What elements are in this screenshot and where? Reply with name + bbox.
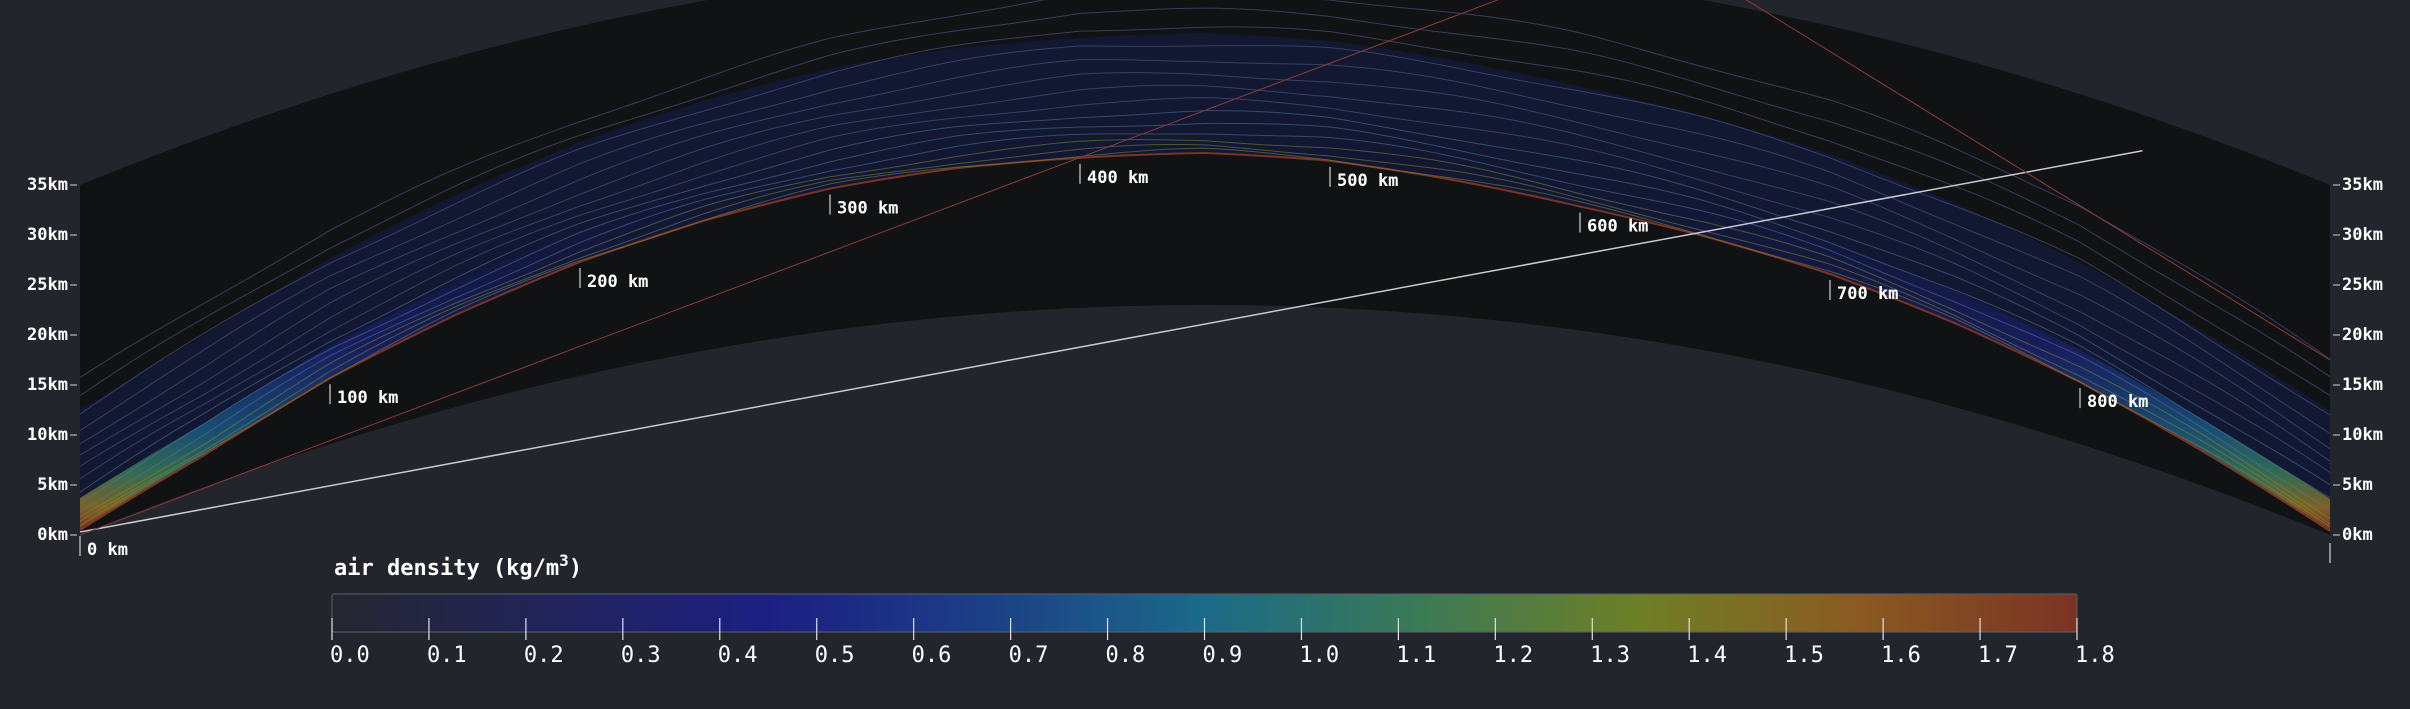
y-tick-label-right: 20km xyxy=(2342,325,2383,345)
colorbar-tick-label: 1.0 xyxy=(1299,643,1339,668)
density-contour xyxy=(79,72,2331,456)
density-contour xyxy=(79,97,2331,480)
colorbar-tick-label: 1.2 xyxy=(1493,643,1533,668)
y-tick-label-left: 35km xyxy=(27,175,68,195)
density-contour xyxy=(79,133,2331,513)
distance-tick-label: 400 km xyxy=(1087,168,1148,188)
cross-section-panel xyxy=(79,0,2331,535)
density-contour xyxy=(79,59,2331,445)
y-tick-label-left: 10km xyxy=(27,425,68,445)
y-tick-label-right: 25km xyxy=(2342,275,2383,295)
y-axis-right: 0km 5km 10km 15km 20km 25km 30km 35km xyxy=(2333,175,2383,545)
density-contour xyxy=(79,139,2331,520)
colorbar-tick-label: 0.0 xyxy=(330,643,370,668)
colorbar-tick-label: 1.3 xyxy=(1590,643,1630,668)
sight-line-red-right xyxy=(1745,0,2331,361)
density-contour xyxy=(79,45,2331,431)
colorbar-tick-label: 0.8 xyxy=(1106,643,1146,668)
distance-tick-label: 300 km xyxy=(837,199,898,219)
y-tick-label-left: 15km xyxy=(27,375,68,395)
y-tick-label-right: 15km xyxy=(2342,375,2383,395)
density-contour xyxy=(79,26,2331,415)
upper-density-band xyxy=(80,33,2330,531)
colorbar-tick-label: 1.8 xyxy=(2075,643,2115,668)
colorbar-tick-label: 1.1 xyxy=(1396,643,1436,668)
density-contour xyxy=(79,143,2331,525)
distance-tick-label: 500 km xyxy=(1337,171,1398,191)
y-tick-label-right: 0km xyxy=(2342,525,2373,545)
y-tick-label-right: 30km xyxy=(2342,225,2383,245)
density-contour xyxy=(79,84,2331,467)
colorbar-tick-label: 0.7 xyxy=(1009,643,1049,668)
y-tick-label-left: 0km xyxy=(37,525,68,545)
colorbar-tick-label: 1.7 xyxy=(1978,643,2018,668)
density-contour xyxy=(79,7,2331,397)
colorbar-tick-label: 1.5 xyxy=(1784,643,1824,668)
colorbar-tick-label: 0.2 xyxy=(524,643,564,668)
colorbar-tick-label: 0.9 xyxy=(1203,643,1243,668)
density-contour xyxy=(79,147,2331,528)
y-tick-label-left: 20km xyxy=(27,325,68,345)
distance-tick-label: 200 km xyxy=(587,272,648,292)
sight-lines xyxy=(79,0,2331,536)
distance-tick-label: 700 km xyxy=(1837,284,1898,304)
y-tick-label-left: 30km xyxy=(27,225,68,245)
colorbar-ticks: 0.0 0.1 0.2 0.3 0.4 0.5 0.6 0.7 0.8 0.9 1.0 1.1 1.2 1… xyxy=(330,618,2115,668)
y-tick-label-right: 5km xyxy=(2342,475,2373,495)
colorbar-label: air density (kg/m3) xyxy=(334,551,582,581)
distance-tick-label: 0 km xyxy=(87,540,128,560)
colorbar-label-exponent: 3 xyxy=(559,551,569,570)
colorbar-tick-label: 1.4 xyxy=(1687,643,1727,668)
colorbar-tick-label: 0.6 xyxy=(912,643,952,668)
y-tick-label-right: 35km xyxy=(2342,175,2383,195)
density-contour xyxy=(79,122,2331,504)
distance-tick-label: 800 km xyxy=(2087,392,2148,412)
density-contours xyxy=(79,0,2331,528)
colorbar-tick-label: 1.6 xyxy=(1881,643,1921,668)
y-tick-label-right: 10km xyxy=(2342,425,2383,445)
sight-line-white xyxy=(79,149,2143,533)
distance-tick-label: 100 km xyxy=(337,388,398,408)
high-density-band xyxy=(80,121,2330,531)
colorbar-tick-label: 0.4 xyxy=(718,643,758,668)
distance-tick-label: 600 km xyxy=(1587,217,1648,237)
colorbar-label-suffix: ) xyxy=(569,556,582,581)
colorbar-label-main: air density (kg/m xyxy=(334,556,559,581)
y-tick-label-left: 25km xyxy=(27,275,68,295)
y-tick-label-left: 5km xyxy=(37,475,68,495)
colorbar-tick-label: 0.3 xyxy=(621,643,661,668)
colorbar-tick-label: 0.5 xyxy=(815,643,855,668)
y-axis-left: 0km 5km 10km 15km 20km 25km 30km 35km xyxy=(27,175,77,545)
terrain-line xyxy=(79,151,2331,532)
sight-line-red xyxy=(79,0,1499,536)
colorbar-tick-label: 0.1 xyxy=(427,643,467,668)
density-contour xyxy=(79,0,2331,378)
distance-axis: 0 km 100 km 200 km 300 km 400 km 500 km 600 km… xyxy=(79,163,2331,563)
